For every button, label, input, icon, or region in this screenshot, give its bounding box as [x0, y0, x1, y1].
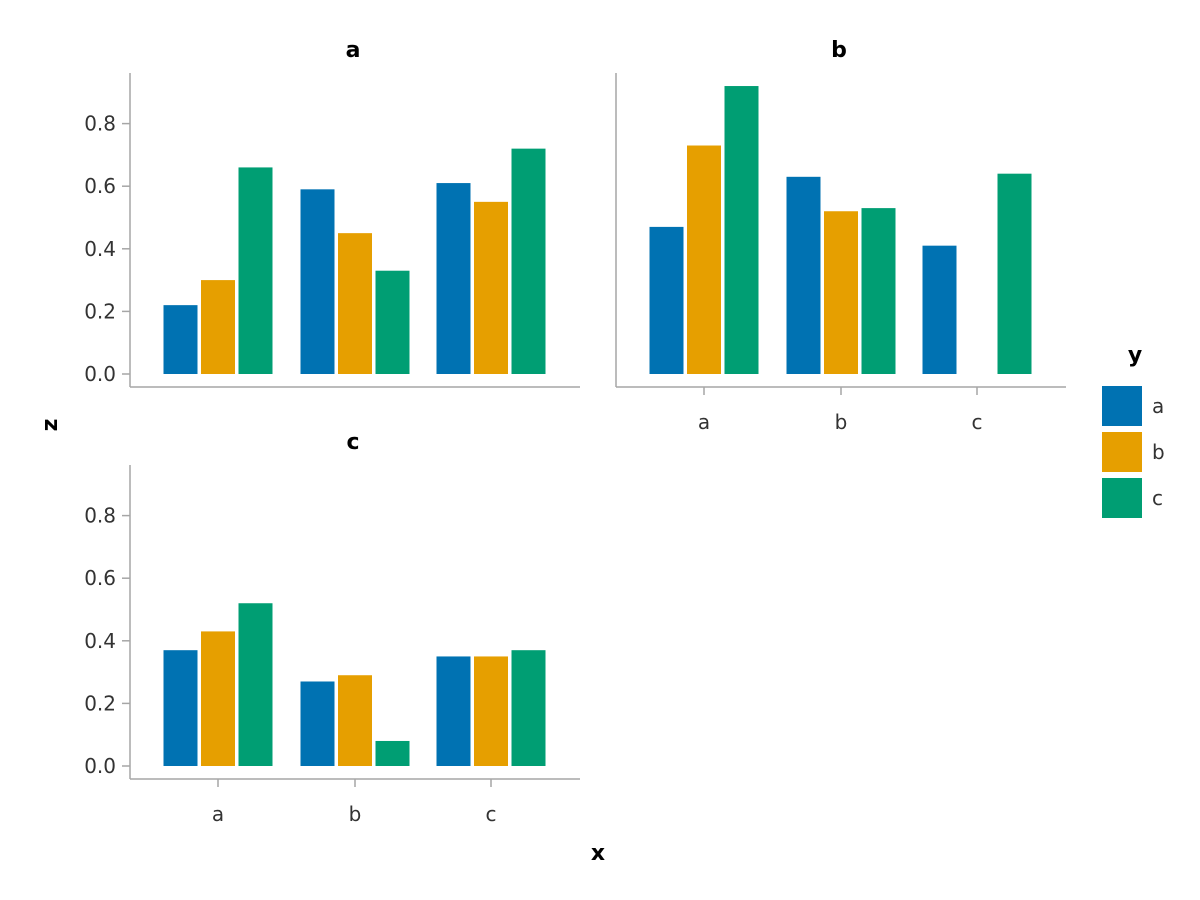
legend-swatch-a: [1102, 386, 1142, 426]
facet-panel-a: a 0.0 0.2 0.4 0.6 0.8: [84, 38, 580, 388]
y-tick-label: 0.4: [84, 237, 116, 261]
y-tick-label: 0.0: [84, 362, 116, 386]
x-tick-label: c: [486, 802, 497, 826]
bar-b-c-c: [997, 173, 1032, 374]
y-tick-label: 0.4: [84, 629, 116, 653]
bar-b-b-a: [786, 176, 821, 374]
bar-a-a-c: [238, 167, 273, 374]
bar-c-c-b: [474, 656, 508, 766]
bar-a-c-c: [511, 148, 546, 374]
bar-b-b-c: [861, 208, 896, 374]
bar-a-a-b: [201, 280, 235, 374]
bar-c-a-b: [201, 631, 235, 766]
y-tick-label: 0.6: [84, 174, 116, 198]
legend-swatch-c: [1102, 478, 1142, 518]
bar-a-b-a: [300, 189, 335, 374]
y-tick-label: 0.8: [84, 504, 116, 528]
legend-label-b: b: [1152, 440, 1165, 464]
legend-title: y: [1128, 343, 1142, 368]
bar-c-c-a: [436, 656, 471, 766]
bar-b-a-a: [649, 226, 684, 374]
bar-a-b-b: [338, 233, 372, 374]
y-axis-label: z: [38, 419, 63, 432]
bar-c-a-a: [163, 650, 198, 766]
y-tick-label: 0.2: [84, 299, 116, 323]
bar-b-c-a: [922, 245, 957, 374]
x-tick-label: b: [349, 802, 362, 826]
legend: y abc: [1102, 343, 1165, 518]
x-tick-label: b: [835, 410, 848, 434]
bar-c-a-c: [238, 603, 273, 766]
bar-a-b-c: [375, 270, 410, 374]
bar-c-b-c: [375, 740, 410, 766]
legend-label-a: a: [1152, 394, 1164, 418]
y-tick-label: 0.6: [84, 566, 116, 590]
facet-title: b: [831, 38, 847, 63]
bar-c-b-b: [338, 675, 372, 766]
y-tick-label: 0.2: [84, 691, 116, 715]
y-tick-label: 0.0: [84, 754, 116, 778]
bar-c-c-c: [511, 650, 546, 766]
bar-b-b-b: [824, 211, 858, 374]
x-axis-label: x: [591, 841, 605, 866]
bar-b-a-b: [687, 145, 721, 374]
bar-b-a-c: [724, 86, 759, 374]
facet-title: c: [346, 430, 359, 455]
bar-a-a-a: [163, 305, 198, 374]
facets-layer: a 0.0 0.2 0.4 0.6 0.8 b a b c c 0.0 0.2 0.4 0.6 0.8 a b c: [84, 38, 1066, 826]
legend-label-c: c: [1152, 486, 1163, 510]
facet-panel-c: c 0.0 0.2 0.4 0.6 0.8 a b c: [84, 430, 580, 826]
x-tick-label: a: [212, 802, 224, 826]
bar-a-c-a: [436, 183, 471, 374]
facet-panel-b: b a b c: [615, 38, 1066, 434]
facet-title: a: [346, 38, 361, 63]
x-tick-label: c: [972, 410, 983, 434]
bar-a-c-b: [474, 201, 508, 374]
y-tick-label: 0.8: [84, 112, 116, 136]
bar-c-b-a: [300, 681, 335, 766]
legend-swatch-b: [1102, 432, 1142, 472]
x-tick-label: a: [698, 410, 710, 434]
